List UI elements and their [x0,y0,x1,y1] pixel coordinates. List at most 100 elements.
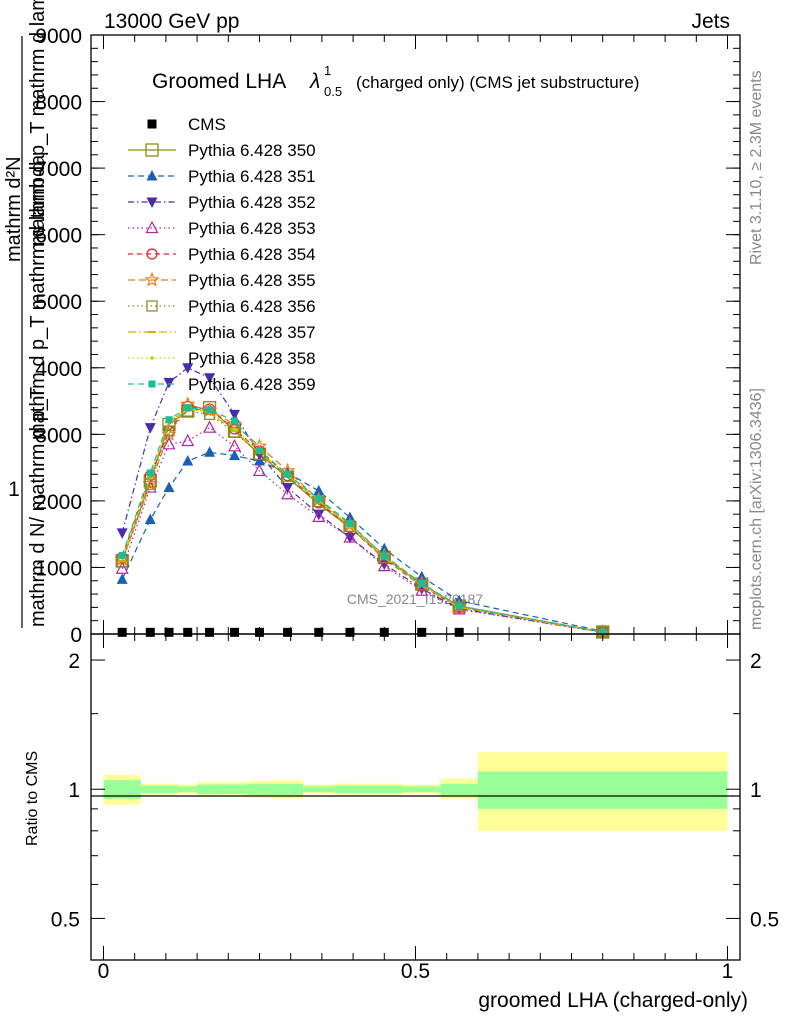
y-tick-label: 6000 [35,225,82,248]
marker-triangle-up-open [181,433,195,447]
series-line [121,409,603,633]
y-label-denominator: mathrm d N/ mathrm d p_T [27,387,49,627]
marker-triangle-up-open [312,509,326,522]
plot-title-main: Groomed LHA [152,70,286,93]
marker-square-open [145,143,159,157]
ratio-tick-label-right: 2 [750,650,762,673]
marker-triangle-down [144,423,156,434]
y-label-top-1: mathrm d²N [3,156,25,262]
header-right: Jets [691,10,730,33]
marker-triangle-up [144,513,156,525]
y-label-one: 1 [8,478,20,501]
legend-item: Pythia 6.428 351 [128,167,316,186]
legend-item-cms: CMS [147,115,226,134]
marker-square-filled [148,380,156,388]
ratio-axis-label: Ratio to CMS [24,751,41,846]
y-tick-label: 4000 [35,358,82,381]
marker-square-filled [455,602,463,610]
series-pythia-6.428-359 [118,404,607,636]
legend-item: Pythia 6.428 350 [128,141,316,160]
ratio-band-inner [247,783,272,795]
marker-square-open [378,551,390,564]
legend-item: Pythia 6.428 352 [128,193,316,212]
marker-square-open [163,425,175,437]
main-y-tick-labels: 0 1000 2000 3000 4000 5000 6000 7000 8000 9000 [35,25,82,647]
marker-cms [345,627,355,637]
series-line [121,407,603,633]
marker-cms [164,627,174,637]
ratio-band-inner [222,784,248,794]
legend-label: CMS [188,115,226,134]
marker-triangle-up [146,170,158,181]
marker-square-filled [284,470,292,478]
svg-text:λ: λ [309,70,320,93]
marker-dot [232,427,237,431]
x-tick-labels: 0 0.5 1 [98,960,734,983]
ratio-band-inner [178,786,198,793]
marker-circle-open [146,248,158,260]
ratio-band-inner [440,783,478,795]
marker-cms [314,627,324,637]
marker-square-filled [184,404,192,412]
marker-cms [183,627,193,637]
y-tick-label: 2000 [35,491,82,514]
marker-cms [147,119,157,129]
y-tick-label: 5000 [35,291,82,314]
marker-square-filled [599,628,607,636]
marker-square-filled [165,416,173,424]
marker-triangle-down [229,409,241,421]
header-left: 13000 GeV pp [104,10,239,33]
marker-triangle-down [313,509,325,521]
marker-triangle-up-open [162,437,176,450]
marker-triangle-down [182,363,194,374]
cms-data-layer [117,627,464,637]
legend-item: Pythia 6.428 359 [128,375,316,394]
marker-cms [417,627,427,637]
marker-square-filled [315,495,323,503]
marker-triangle-down [146,197,158,208]
x-tick-label: 0 [98,960,110,983]
ratio-band-inner [334,785,366,793]
ratio-tick-labels: 0.5 0.5 1 1 2 2 [51,650,779,931]
marker-square-filled [346,520,354,528]
marker-cms [379,627,389,637]
marker-triangle-up [204,446,216,457]
y-axis-label: 1 mathrm d N/ mathrm d p_T mathrm d²N ma… [3,0,49,628]
ratio-band-inner [303,786,335,793]
series-line [121,451,603,632]
y-tick-label: 0 [70,624,82,647]
plot-title-sub: 0.5 [324,84,342,99]
y-tick-label: 1000 [35,557,82,580]
rivet-label: Rivet 3.1.10, ≥ 2.3M events [748,70,765,265]
marker-triangle-down [163,377,175,389]
ratio-tick-label-left: 1 [68,779,80,802]
marker-square-filled [231,417,239,425]
marker-triangle-up-open [115,561,129,574]
plot-title-suffix: (charged only) (CMS jet substructure) [356,73,639,92]
marker-triangle-up-open [281,486,295,500]
ratio-band-inner [477,771,728,809]
x-axis-label: groomed LHA (charged-only) [478,989,748,1012]
ratio-band-inner [403,786,441,793]
marker-square-open [146,300,158,312]
marker-triangle-up-open [343,530,357,543]
marker-triangle-up [163,481,175,493]
ratio-tick-label-right: 0.5 [750,908,779,931]
marker-star-open [144,271,160,287]
marker-square-filled [206,406,214,414]
marker-dot [150,356,154,360]
legend-item: Pythia 6.428 356 [128,297,316,316]
marker-triangle-up [116,573,128,584]
ratio-bands [103,752,728,831]
series-pythia-6.428-351 [116,446,609,636]
mcplots-label: mcplots.cern.ch [arXiv:1306.3436] [748,388,765,630]
marker-cms [254,627,264,637]
marker-cms [230,627,240,637]
marker-triangle-up-open [377,558,391,572]
legend-label: Pythia 6.428 353 [188,219,316,238]
marker-square-filled [255,446,263,454]
marker-triangle-up-open [145,220,159,234]
ratio-tick-label-left: 0.5 [51,908,80,931]
legend-item: Pythia 6.428 354 [128,245,316,264]
legend-item: Pythia 6.428 355 [128,271,316,290]
